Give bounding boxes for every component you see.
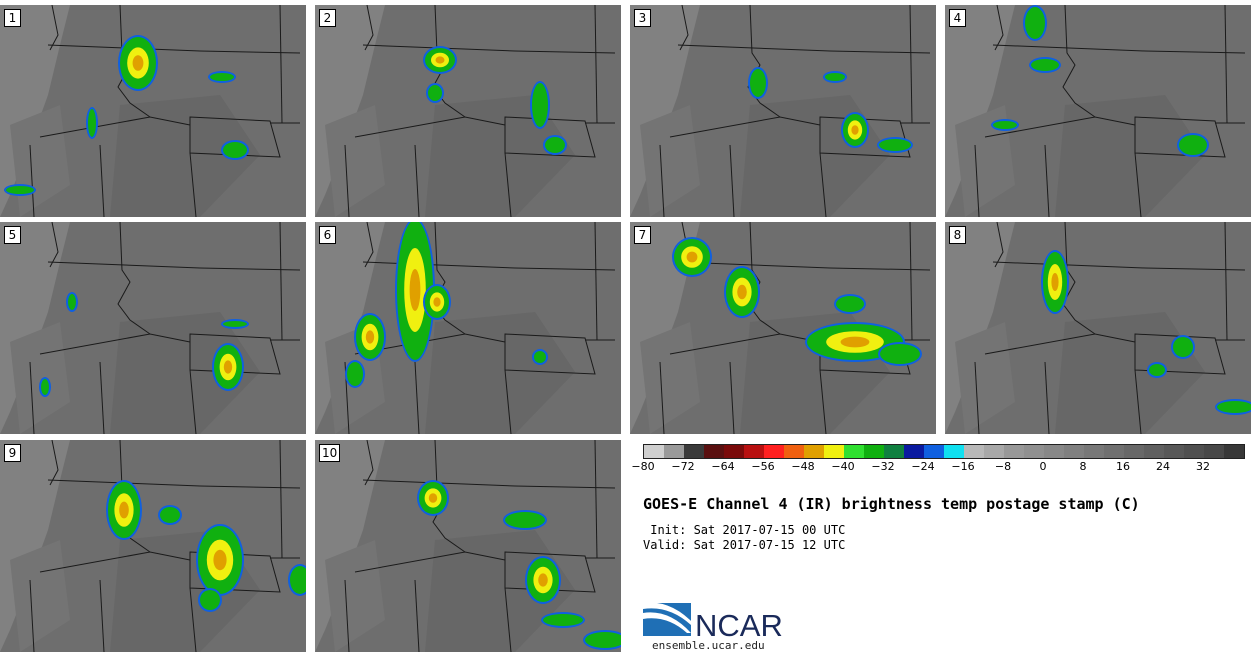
panel-number: 8 [949,226,966,244]
colorbar-tick-label: 32 [1196,460,1210,473]
colorbar-swatch [984,445,1004,458]
colorbar-tick-label: −48 [791,460,815,473]
panel-number: 9 [4,444,21,462]
colorbar [643,444,1245,459]
website-link[interactable]: ensemble.ucar.edu [652,639,765,652]
ir-map [0,222,306,434]
colorbar-swatch [884,445,904,458]
stamp-panel-2: 2 [315,5,621,217]
colorbar-swatch [1124,445,1144,458]
plot-title: GOES-E Channel 4 (IR) brightness temp po… [643,495,1140,513]
stamp-panel-1: 1 [0,5,306,217]
ir-map [630,5,936,217]
ncar-logo: NCAR [643,595,793,645]
ir-map [315,5,621,217]
colorbar-swatch [1084,445,1104,458]
ir-map [315,440,621,652]
colorbar-swatch [844,445,864,458]
stamp-panel-10: 10 [315,440,621,652]
colorbar-tick-label: 16 [1116,460,1130,473]
svg-text:NCAR: NCAR [695,608,783,641]
panel-number: 6 [319,226,336,244]
colorbar-swatch [1044,445,1064,458]
colorbar-swatch [724,445,744,458]
panel-number: 5 [4,226,21,244]
colorbar-swatch [944,445,964,458]
colorbar-swatch [1024,445,1044,458]
colorbar-swatch [644,445,664,458]
colorbar-tick-label: −16 [951,460,975,473]
colorbar-tick-label: −32 [871,460,895,473]
panel-number: 1 [4,9,21,27]
panel-number: 10 [319,444,341,462]
colorbar-tick-label: −80 [631,460,655,473]
ir-map [945,222,1251,434]
colorbar-tick-label: 8 [1079,460,1087,473]
colorbar-legend: −80 −72 −64 −56 −48 −40 −32 −24 −16 −8 0 8 16 24 32 [631,444,1247,474]
colorbar-tick-label: −56 [751,460,775,473]
colorbar-swatch [924,445,944,458]
stamp-panel-3: 3 [630,5,936,217]
panel-number: 4 [949,9,966,27]
panel-number: 2 [319,9,336,27]
ir-map [0,5,306,217]
colorbar-swatch [1144,445,1164,458]
colorbar-swatch [1004,445,1024,458]
colorbar-swatch [804,445,824,458]
stamp-panel-4: 4 [945,5,1251,217]
colorbar-swatch [904,445,924,458]
colorbar-swatch [764,445,784,458]
colorbar-swatch [1184,445,1204,458]
panel-number: 7 [634,226,651,244]
colorbar-swatch [664,445,684,458]
stamp-panel-5: 5 [0,222,306,434]
colorbar-swatch [744,445,764,458]
ir-map [630,222,936,434]
stamp-panel-8: 8 [945,222,1251,434]
colorbar-swatch [964,445,984,458]
colorbar-swatch [1164,445,1184,458]
colorbar-tick-label: 0 [1039,460,1047,473]
colorbar-tick-label: −24 [911,460,935,473]
stamp-panel-6: 6 [315,222,621,434]
colorbar-swatch [684,445,704,458]
colorbar-swatch [864,445,884,458]
valid-time: Valid: Sat 2017-07-15 12 UTC [643,538,846,552]
colorbar-swatch [1204,445,1224,458]
colorbar-swatch [1064,445,1084,458]
colorbar-tick-label: −40 [831,460,855,473]
colorbar-swatch [824,445,844,458]
panel-number: 3 [634,9,651,27]
colorbar-tick-label: −8 [994,460,1012,473]
ir-map [945,5,1251,217]
stamp-panel-9: 9 [0,440,306,652]
colorbar-swatch [1104,445,1124,458]
init-time: Init: Sat 2017-07-15 00 UTC [643,523,846,537]
colorbar-tick-label: −64 [711,460,735,473]
colorbar-tick-label: −72 [671,460,695,473]
ir-map [0,440,306,652]
colorbar-swatch [1224,445,1244,458]
colorbar-swatch [784,445,804,458]
stamp-panel-7: 7 [630,222,936,434]
colorbar-swatch [704,445,724,458]
ir-map [315,222,621,434]
colorbar-tick-label: 24 [1156,460,1170,473]
